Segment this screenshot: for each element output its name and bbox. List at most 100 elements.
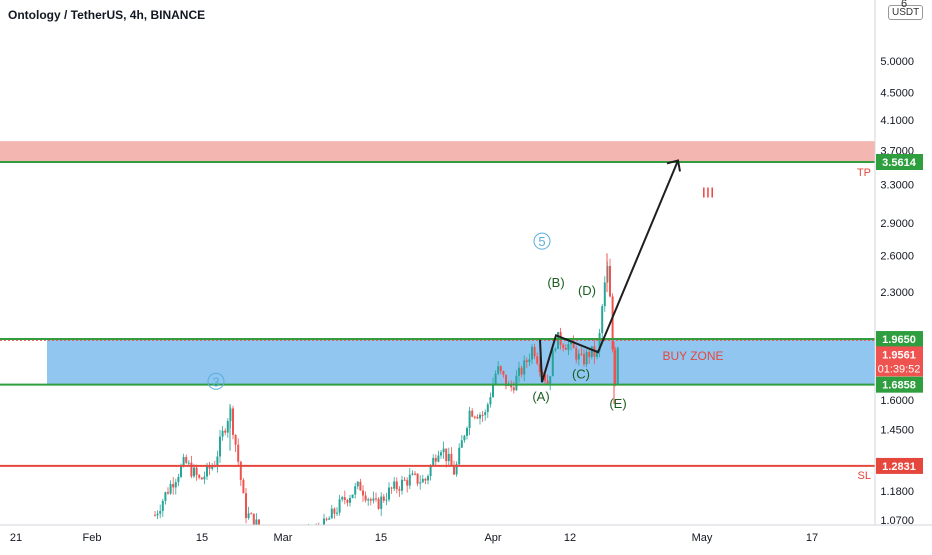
price-tick: 4.5000 (880, 87, 914, 99)
buy-zone (47, 339, 875, 385)
candle-body (208, 465, 211, 469)
candle-body (583, 354, 585, 365)
price-tick: 2.9000 (880, 218, 914, 230)
candle-body (382, 496, 385, 501)
price-tick: 1.4500 (880, 425, 914, 437)
candle-body (174, 482, 177, 488)
candle-body (245, 493, 247, 519)
time-tick: Feb (83, 532, 102, 544)
candle-body (533, 346, 536, 357)
candle-body (328, 518, 331, 520)
countdown-box (876, 361, 923, 377)
candle-body (395, 481, 398, 490)
wave-label-b: (B) (547, 275, 564, 290)
arrow-head (666, 159, 681, 172)
candle-body (190, 462, 193, 477)
candle-body (442, 448, 445, 453)
candle-body (562, 344, 565, 348)
candle-body (375, 498, 377, 500)
wave-label-c: (C) (572, 367, 590, 382)
candle-body (354, 486, 357, 495)
candle-body (520, 367, 523, 375)
candle-body (250, 513, 253, 515)
time-axis-bg (0, 525, 932, 550)
candle-body (226, 421, 229, 433)
candle-body (440, 452, 442, 456)
candle-body (497, 366, 500, 374)
price-tick: 1.1800 (880, 486, 914, 498)
candle-body (427, 476, 429, 481)
candle-body (598, 333, 601, 352)
candle-body (484, 412, 487, 416)
candle-body (169, 483, 172, 494)
candle-body (528, 359, 531, 363)
time-tick: May (692, 532, 713, 544)
time-tick: 17 (806, 532, 818, 544)
candle-body (450, 453, 453, 466)
candle-body (224, 430, 227, 433)
candle-body (351, 494, 354, 498)
candle-body (323, 518, 325, 525)
currency-badge[interactable]: USDT (888, 5, 924, 20)
candle-body (182, 457, 185, 466)
price-tick: 4.1000 (880, 115, 914, 127)
tp-zone (0, 141, 875, 163)
candle-body (325, 518, 328, 520)
sl-tag: SL (858, 470, 871, 482)
candle-body (616, 347, 619, 385)
candle-body (411, 473, 414, 475)
candle-body (551, 350, 554, 377)
time-tick: Apr (484, 532, 501, 544)
candle-body (414, 473, 416, 475)
candle-body (471, 410, 474, 417)
price-label-box (876, 154, 923, 171)
candle-body (232, 408, 234, 435)
price-label-text: 1.2831 (882, 461, 916, 473)
time-tick: 15 (196, 532, 208, 544)
candle-body (525, 360, 528, 363)
price-tick: 2.3000 (880, 287, 914, 299)
candle-body (473, 416, 476, 418)
candle-body (398, 489, 401, 491)
candle-body (234, 434, 237, 445)
candle-body (453, 465, 455, 475)
top-price-tick: 6 (901, 0, 908, 10)
countdown-text: 01:39:52 (878, 363, 921, 375)
candle-body (180, 465, 182, 477)
candle-body (187, 462, 190, 464)
candle-body (393, 481, 396, 489)
price-label-text: 1.9650 (882, 334, 916, 346)
candle-body (219, 436, 221, 457)
candle-body (577, 353, 580, 360)
candle-body (596, 351, 598, 357)
candle-body (609, 266, 611, 297)
candle-body (343, 497, 346, 501)
candle-body (367, 499, 370, 501)
candle-body (445, 448, 448, 462)
candle-body (492, 383, 494, 398)
candle-body (237, 444, 240, 462)
candle-body (437, 455, 440, 462)
candle-body (349, 497, 351, 503)
candle-body (447, 453, 450, 462)
candle-body (252, 513, 255, 525)
candle-body (185, 457, 188, 463)
wave-label-d: (D) (578, 283, 596, 298)
candle-body (538, 363, 541, 373)
candle-body (403, 479, 406, 481)
candle-body (333, 508, 336, 514)
candle-body (177, 476, 180, 483)
candle-body (193, 467, 195, 477)
buy-zone-label: BUY ZONE (662, 349, 723, 363)
candle-body (424, 478, 427, 481)
candle-body (575, 348, 578, 360)
candle-body (380, 496, 383, 509)
candle-body (341, 497, 344, 500)
candle-body (419, 482, 422, 484)
candle-body (458, 447, 461, 465)
candle-body (515, 375, 518, 391)
candle-body (499, 366, 502, 372)
candle-body (603, 282, 606, 307)
